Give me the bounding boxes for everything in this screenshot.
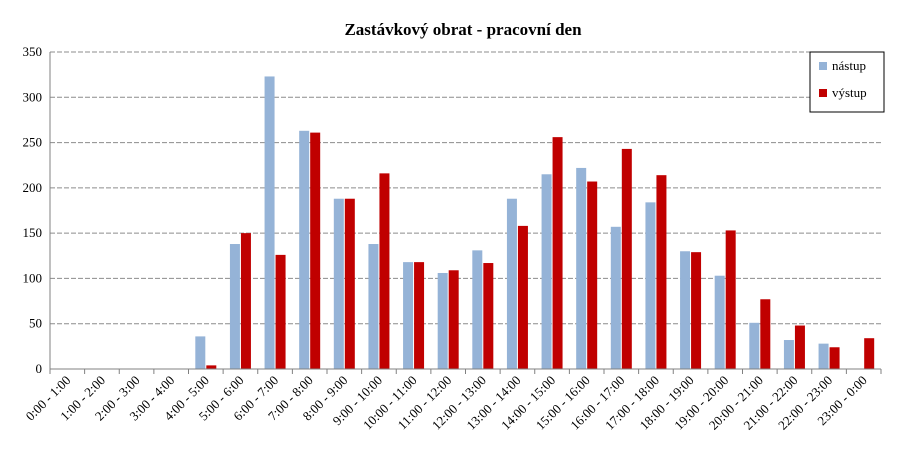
bar-nastup bbox=[541, 174, 552, 369]
bar-vystup bbox=[448, 270, 459, 369]
bar-vystup bbox=[275, 254, 286, 369]
bar-vystup bbox=[517, 225, 528, 369]
bar-nastup bbox=[264, 76, 275, 369]
bar-vystup bbox=[587, 181, 598, 369]
bar-nastup bbox=[195, 336, 206, 369]
bar-vystup bbox=[310, 132, 321, 369]
y-tick-label: 50 bbox=[29, 316, 42, 331]
bar-nastup bbox=[610, 226, 621, 369]
bar-nastup bbox=[783, 340, 794, 369]
bar-nastup bbox=[749, 322, 760, 369]
bar-nastup bbox=[645, 202, 656, 369]
bar-nastup bbox=[229, 244, 240, 369]
bar-nastup bbox=[368, 244, 379, 369]
bar-vystup bbox=[725, 230, 736, 369]
bar-vystup bbox=[414, 262, 425, 369]
y-axis: 0 50 100 150 200 250 300 350 bbox=[23, 44, 51, 376]
bar-nastup bbox=[576, 167, 587, 369]
y-tick-label: 0 bbox=[36, 361, 43, 376]
bar-nastup bbox=[333, 198, 344, 369]
bar-vystup bbox=[760, 299, 771, 369]
bar-vystup bbox=[621, 148, 632, 369]
bars bbox=[195, 76, 875, 369]
bar-nastup bbox=[403, 262, 414, 369]
bar-nastup bbox=[437, 272, 448, 369]
bar-nastup bbox=[299, 130, 310, 369]
bar-vystup bbox=[344, 198, 355, 369]
bar-vystup bbox=[691, 252, 702, 369]
chart-title: Zastávkový obrat - pracovní den bbox=[344, 20, 582, 39]
y-tick-label: 350 bbox=[23, 44, 43, 59]
bar-vystup bbox=[483, 263, 494, 369]
bar-vystup bbox=[864, 338, 875, 369]
bar-vystup bbox=[379, 173, 390, 369]
bar-vystup bbox=[206, 365, 217, 369]
y-tick-label: 100 bbox=[23, 270, 43, 285]
bar-nastup bbox=[714, 275, 725, 369]
x-axis: 0:00 - 1:001:00 - 2:002:00 - 3:003:00 - … bbox=[22, 368, 882, 433]
bar-nastup bbox=[472, 250, 483, 369]
legend-swatch-nastup bbox=[819, 62, 827, 70]
bar-vystup bbox=[656, 175, 667, 369]
bar-vystup bbox=[552, 137, 563, 369]
bar-nastup bbox=[818, 343, 829, 369]
bar-nastup bbox=[680, 251, 691, 369]
bar-vystup bbox=[794, 325, 805, 369]
bar-vystup bbox=[829, 347, 840, 369]
legend-label: výstup bbox=[832, 85, 867, 100]
y-tick-label: 150 bbox=[23, 225, 43, 240]
legend-label: nástup bbox=[832, 58, 866, 73]
legend: nástup výstup bbox=[809, 51, 885, 113]
y-tick-label: 250 bbox=[23, 135, 43, 150]
bar-nastup bbox=[506, 198, 517, 369]
legend-swatch-vystup bbox=[819, 89, 827, 97]
y-tick-label: 200 bbox=[23, 180, 43, 195]
y-tick-label: 300 bbox=[23, 89, 43, 104]
bar-vystup bbox=[240, 233, 251, 369]
gridlines bbox=[50, 51, 881, 325]
